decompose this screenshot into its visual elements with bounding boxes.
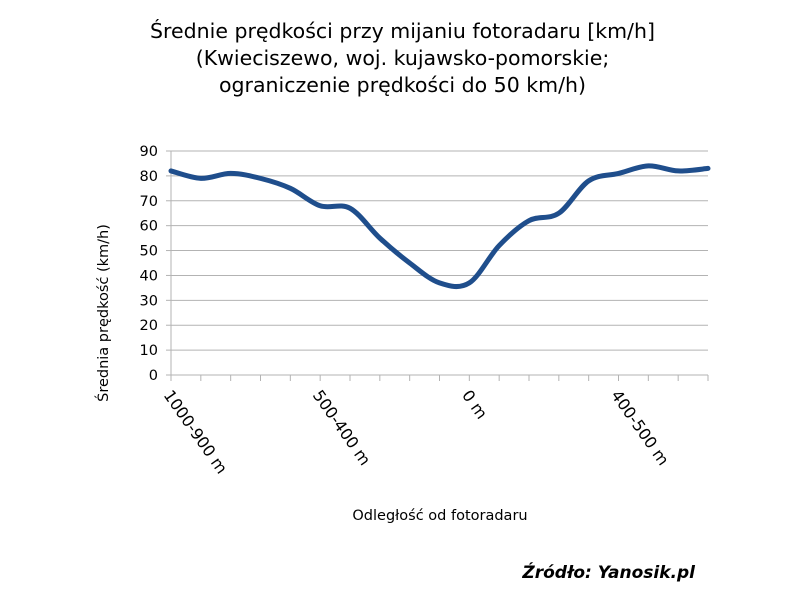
chart-title-line-3: ograniczenie prędkości do 50 km/h)	[218, 73, 587, 97]
axes	[166, 150, 709, 381]
chart-title: Średnie prędkości przy mijaniu fotoradar…	[0, 18, 805, 99]
data-point	[199, 176, 203, 180]
y-tick-label: 50	[140, 244, 158, 260]
data-point	[646, 164, 650, 168]
data-point	[706, 166, 710, 170]
grid-lines	[171, 150, 708, 351]
y-tick-label: 90	[140, 144, 158, 160]
data-point	[467, 281, 471, 285]
y-tick-label: 70	[140, 194, 158, 210]
x-tick-label: 1000-900 m	[160, 386, 232, 477]
x-tick-labels: 1000-900 m 500-400 m 0 m 400-500 m	[160, 386, 673, 477]
data-point	[527, 218, 531, 222]
data-point	[557, 211, 561, 215]
x-tick-label: 500-400 m	[309, 386, 375, 469]
y-tick-label: 40	[140, 268, 158, 284]
source-credit: Źródło: Yanosik.pl	[522, 563, 695, 583]
series-line	[168, 163, 711, 290]
x-tick-label: 400-500 m	[607, 386, 673, 469]
data-point	[378, 236, 382, 240]
data-point	[258, 176, 262, 180]
data-point	[497, 243, 501, 247]
y-tick-label: 60	[140, 219, 158, 235]
data-point	[288, 186, 292, 190]
y-tick-label: 10	[140, 343, 158, 359]
y-axis-label: Średnia prędkość (km/h)	[96, 224, 112, 402]
y-tick-label: 20	[140, 318, 158, 334]
y-tick-labels: 0 10 20 30 40 50 60 70 80 90	[140, 144, 158, 384]
x-axis-label: Odległość od fotoradaru	[352, 508, 528, 524]
data-point	[586, 179, 590, 183]
y-tick-label: 30	[140, 293, 158, 309]
chart-title-line-2: (Kwieciszewo, woj. kujawsko-pomorskie;	[195, 46, 610, 70]
data-point	[437, 281, 441, 285]
data-point	[318, 204, 322, 208]
y-tick-label: 0	[149, 368, 158, 384]
series-group	[168, 163, 711, 290]
data-point	[348, 206, 352, 210]
data-point	[169, 169, 173, 173]
x-tick-label: 0 m	[458, 386, 491, 422]
data-point	[676, 169, 680, 173]
chart-title-line-1: Średnie prędkości przy mijaniu fotoradar…	[150, 19, 655, 43]
data-point	[407, 261, 411, 265]
data-point	[616, 171, 620, 175]
y-tick-label: 80	[140, 169, 158, 185]
data-point	[228, 171, 232, 175]
